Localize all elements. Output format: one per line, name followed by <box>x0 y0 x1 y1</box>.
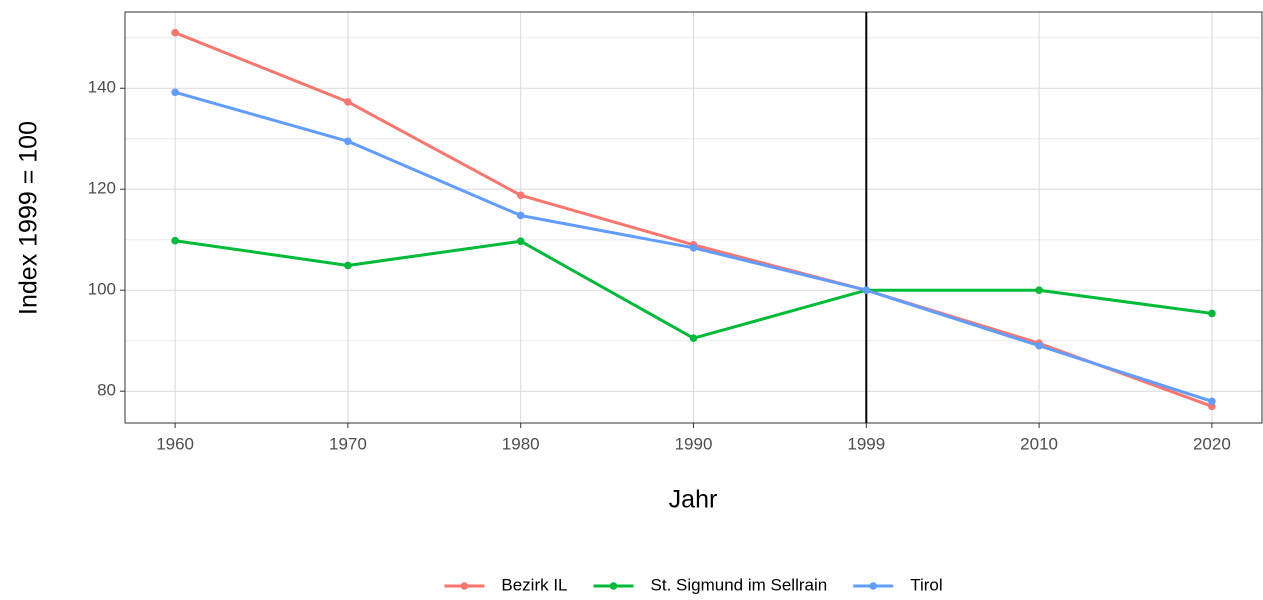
legend-label: St. Sigmund im Sellrain <box>651 575 828 594</box>
y-tick-label: 100 <box>88 280 116 299</box>
data-point <box>1208 397 1216 406</box>
data-point <box>862 286 871 295</box>
x-tick-label: 1960 <box>156 434 194 453</box>
data-point <box>516 237 525 246</box>
x-axis-title: Jahr <box>669 486 718 514</box>
data-point <box>516 211 525 220</box>
x-tick-label: 1970 <box>329 434 367 453</box>
data-point <box>344 261 352 270</box>
legend-label: Tirol <box>910 575 942 594</box>
data-point <box>689 243 698 252</box>
y-tick-label: 140 <box>88 78 116 97</box>
data-point <box>516 191 525 200</box>
data-point <box>171 236 179 245</box>
legend-key-point <box>460 582 469 590</box>
y-tick-label: 80 <box>97 381 116 400</box>
data-point <box>171 28 179 37</box>
x-tick-label: 2020 <box>1193 434 1231 453</box>
panel-border <box>124 11 1263 424</box>
data-point <box>171 88 179 97</box>
data-point <box>689 334 698 342</box>
x-tick-label: 2010 <box>1020 434 1058 453</box>
legend-key-point <box>869 582 877 590</box>
x-tick-label: 1999 <box>847 434 885 453</box>
data-point <box>344 137 352 146</box>
legend-key-point <box>609 582 618 590</box>
x-tick-label: 1980 <box>502 434 540 453</box>
y-axis-title: Index 1999 = 100 <box>15 121 43 315</box>
legend: Bezirk IL St. Sigmund im Sellrain Tirol <box>444 575 943 594</box>
data-point <box>344 98 352 106</box>
y-tick-label: 120 <box>88 179 116 198</box>
data-point <box>1035 341 1043 350</box>
x-tick-label: 1990 <box>675 434 713 453</box>
data-point <box>1035 286 1043 295</box>
data-point <box>1208 309 1216 318</box>
legend-label: Bezirk IL <box>501 575 567 594</box>
